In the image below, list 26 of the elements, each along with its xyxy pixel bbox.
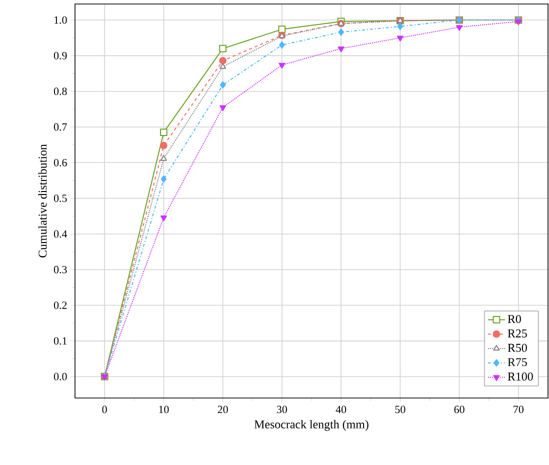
x-tick-label: 40 — [336, 406, 346, 414]
y-tick-label: 0.5 — [54, 194, 67, 202]
x-tick-label: 70 — [514, 406, 524, 414]
x-tick-label: 0 — [102, 406, 107, 414]
x-tick-label: 50 — [395, 406, 406, 414]
y-tick-label: 0.8 — [54, 88, 67, 96]
y-tick-label: 1.0 — [54, 16, 67, 24]
y-tick-label: 0.9 — [54, 52, 67, 60]
legend-label: R50 — [508, 344, 527, 352]
x-tick-label: 10 — [159, 406, 169, 414]
y-tick-label: 0.2 — [54, 302, 67, 309]
x-tick-label: 20 — [218, 406, 228, 414]
y-tick-label: 0.6 — [54, 158, 67, 166]
x-tick-label: 60 — [454, 406, 464, 414]
legend-label: R75 — [508, 358, 527, 366]
y-tick-label: 0.4 — [54, 230, 68, 238]
y-tick-label: 0.3 — [54, 266, 67, 274]
legend-label: R25 — [508, 329, 527, 338]
y-tick-label: 0.1 — [54, 337, 67, 345]
y-axis-title: Cumulative distribution — [38, 144, 47, 258]
legend-label: R0 — [508, 314, 521, 324]
x-tick-label: 30 — [276, 406, 288, 414]
x-axis-title: Mesocrack length (mm) — [254, 420, 368, 431]
legend-label: R100 — [508, 372, 533, 381]
y-tick-label: 0.7 — [54, 123, 67, 131]
y-tick-label: 0.0 — [54, 372, 67, 380]
